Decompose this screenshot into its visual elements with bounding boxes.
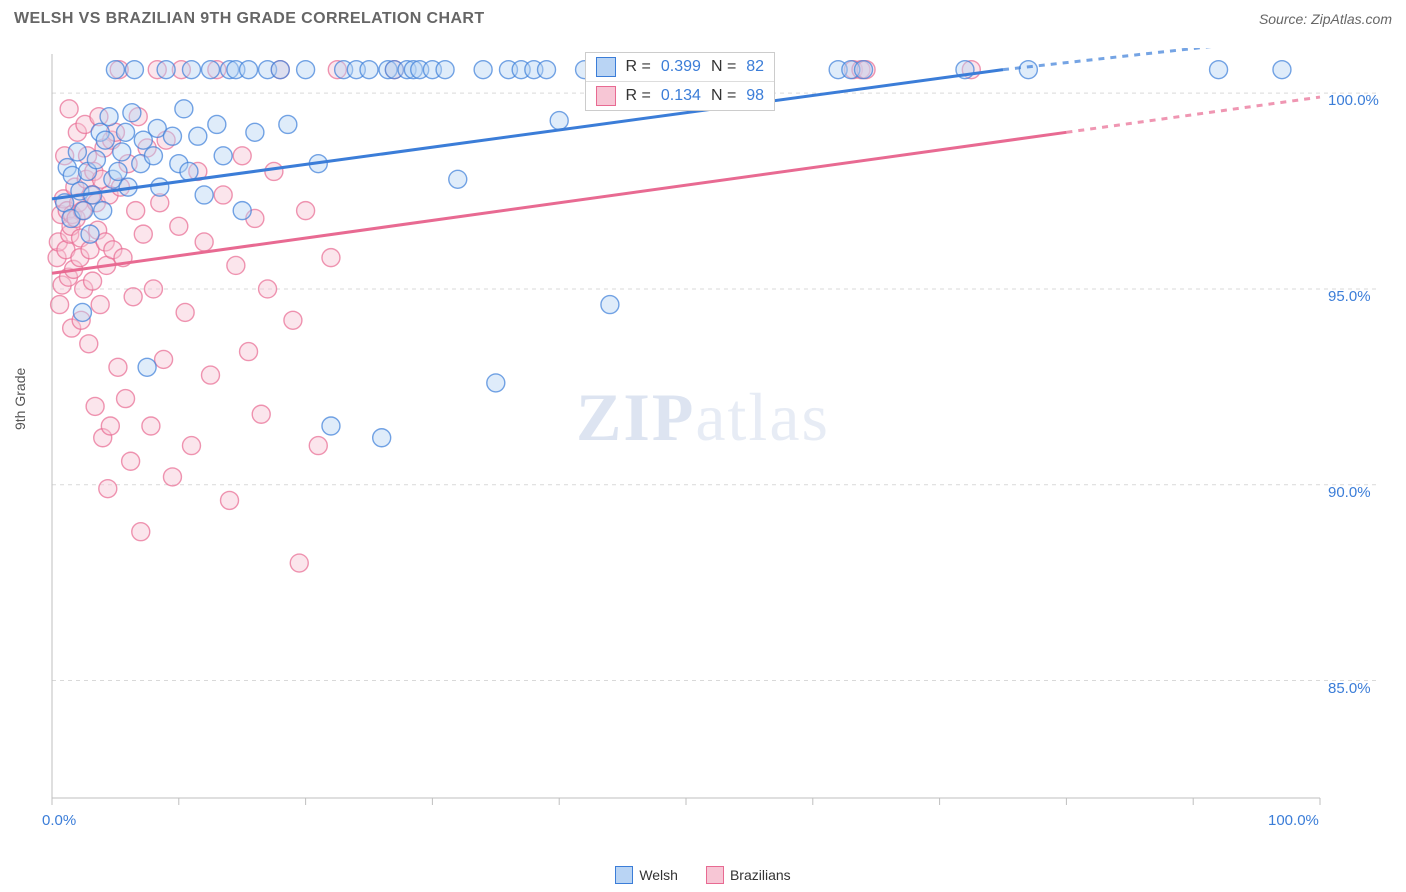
x-tick-label: 0.0% bbox=[42, 812, 76, 829]
x-tick-label: 100.0% bbox=[1268, 812, 1319, 829]
legend-swatch-icon bbox=[615, 866, 633, 884]
legend-item-welsh: Welsh bbox=[615, 866, 678, 884]
plot-area: ZIPatlas R =0.399N =82R =0.134N =98 0.0%… bbox=[46, 48, 1388, 826]
y-axis-label: 9th Grade bbox=[12, 368, 28, 430]
correlation-row: R =0.134N =98 bbox=[586, 82, 775, 110]
legend-swatch-icon bbox=[596, 57, 616, 77]
y-tick-label: 100.0% bbox=[1328, 92, 1379, 109]
y-tick-label: 85.0% bbox=[1328, 680, 1371, 697]
chart-title: WELSH VS BRAZILIAN 9TH GRADE CORRELATION… bbox=[14, 10, 485, 28]
legend-label: Brazilians bbox=[730, 867, 791, 883]
series-legend: Welsh Brazilians bbox=[0, 866, 1406, 884]
chart-source: Source: ZipAtlas.com bbox=[1259, 11, 1392, 27]
y-tick-label: 90.0% bbox=[1328, 484, 1371, 501]
chart-header: WELSH VS BRAZILIAN 9TH GRADE CORRELATION… bbox=[14, 10, 1392, 28]
scatter-chart-svg bbox=[46, 48, 1388, 826]
correlation-legend: R =0.399N =82R =0.134N =98 bbox=[585, 52, 776, 111]
legend-swatch-icon bbox=[596, 86, 616, 106]
y-tick-label: 95.0% bbox=[1328, 288, 1371, 305]
correlation-row: R =0.399N =82 bbox=[586, 53, 775, 82]
legend-item-brazilians: Brazilians bbox=[706, 866, 791, 884]
legend-swatch-icon bbox=[706, 866, 724, 884]
legend-label: Welsh bbox=[639, 867, 678, 883]
